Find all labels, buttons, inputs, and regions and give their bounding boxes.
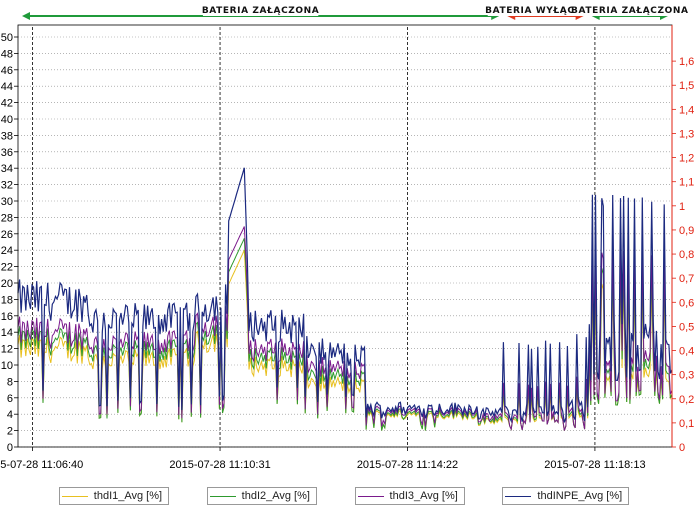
left-tick-label: 6	[7, 393, 13, 405]
banner-label-bg	[572, 4, 688, 16]
legend-label-thdinpe: thdINPE_Avg [%]	[537, 490, 623, 502]
legend-item-thdinpe: thdINPE_Avg [%]	[502, 487, 630, 505]
right-tick-label: 0,2	[679, 394, 694, 406]
left-tick-label: 4	[7, 409, 13, 421]
axes-layer: 0246810121416182022242628303234363840424…	[0, 24, 694, 471]
banner-label-bg	[202, 4, 319, 16]
right-tick-label: 1,1	[679, 177, 694, 189]
legend-swatch-thdinpe	[505, 495, 532, 497]
right-tick-label: 0,9	[679, 225, 694, 237]
left-tick-label: 44	[1, 81, 13, 93]
right-tick-label: 1,4	[679, 104, 694, 116]
left-tick-label: 40	[1, 114, 13, 126]
left-tick-label: 48	[1, 48, 13, 60]
left-tick-label: 50	[1, 32, 13, 44]
legend-label-thdi3: thdI3_Avg [%]	[389, 490, 458, 502]
right-tick-label: 1,6	[679, 56, 694, 68]
right-tick-label: 1	[679, 201, 685, 213]
right-tick-label: 0,7	[679, 273, 694, 285]
right-tick-label: 0,3	[679, 370, 694, 382]
legend-item-thdi3: thdI3_Avg [%]	[354, 487, 465, 505]
left-tick-label: 42	[1, 98, 13, 110]
left-tick-label: 18	[1, 294, 13, 306]
right-tick-label: 0,5	[679, 321, 694, 333]
legend: thdI1_Avg [%] thdI2_Avg [%] thdI3_Avg [%…	[40, 486, 648, 506]
left-tick-label: 24	[1, 245, 13, 257]
left-tick-label: 20	[1, 278, 13, 290]
left-tick-label: 32	[1, 180, 13, 192]
series-line-thdinpe-avg-	[17, 167, 673, 424]
legend-label-thdi2: thdI2_Avg [%]	[241, 490, 310, 502]
banner-arrowhead-left	[22, 12, 30, 20]
x-tick-label: 2015-07-28 11:06:40	[0, 459, 83, 471]
x-tick-label: 2015-07-28 11:14:22	[357, 459, 458, 471]
right-tick-label: 0,6	[679, 297, 694, 309]
legend-label-thdi1: thdI1_Avg [%]	[93, 490, 163, 502]
series-layer	[17, 167, 673, 431]
right-tick-label: 1,2	[679, 153, 694, 165]
right-tick-label: 1,5	[679, 80, 694, 92]
legend-swatch-thdi1	[61, 495, 88, 497]
banner-label: BATERIA WYŁĄCZONA	[485, 6, 605, 16]
banner-label: BATERIA ZAŁĄCZONA	[202, 6, 320, 16]
banner-label: BATERIA ZAŁĄCZONA	[571, 6, 689, 16]
right-tick-label: 0,8	[679, 249, 694, 261]
left-tick-label: 12	[1, 344, 13, 356]
legend-item-thdi2: thdI2_Avg [%]	[206, 487, 317, 505]
right-tick-label: 0	[679, 442, 685, 454]
left-tick-label: 22	[1, 262, 13, 274]
left-tick-label: 14	[1, 327, 13, 339]
right-tick-label: 0,1	[679, 418, 694, 430]
x-tick-label: 2015-07-28 11:18:13	[544, 459, 645, 471]
legend-item-thdi1: thdI1_Avg [%]	[58, 487, 170, 505]
x-tick-label: 2015-07-28 11:10:31	[169, 459, 270, 471]
left-tick-label: 46	[1, 65, 13, 77]
left-tick-label: 30	[1, 196, 13, 208]
left-tick-label: 10	[1, 360, 13, 372]
left-tick-label: 38	[1, 130, 13, 142]
left-tick-label: 28	[1, 212, 13, 224]
right-tick-label: 1,3	[679, 128, 694, 140]
banner-layer: BATERIA ZAŁĄCZONA BATERIA WYŁĄCZONABATERI…	[22, 4, 689, 20]
left-tick-label: 34	[1, 163, 13, 175]
legend-swatch-thdi3	[357, 495, 384, 497]
left-tick-label: 36	[1, 147, 13, 159]
left-tick-label: 2	[7, 426, 13, 438]
left-tick-label: 0	[7, 442, 13, 454]
left-tick-label: 16	[1, 311, 13, 323]
left-tick-label: 26	[1, 229, 13, 241]
left-tick-label: 8	[7, 376, 13, 388]
right-tick-label: 0,4	[679, 346, 694, 358]
legend-swatch-thdi2	[209, 495, 236, 497]
